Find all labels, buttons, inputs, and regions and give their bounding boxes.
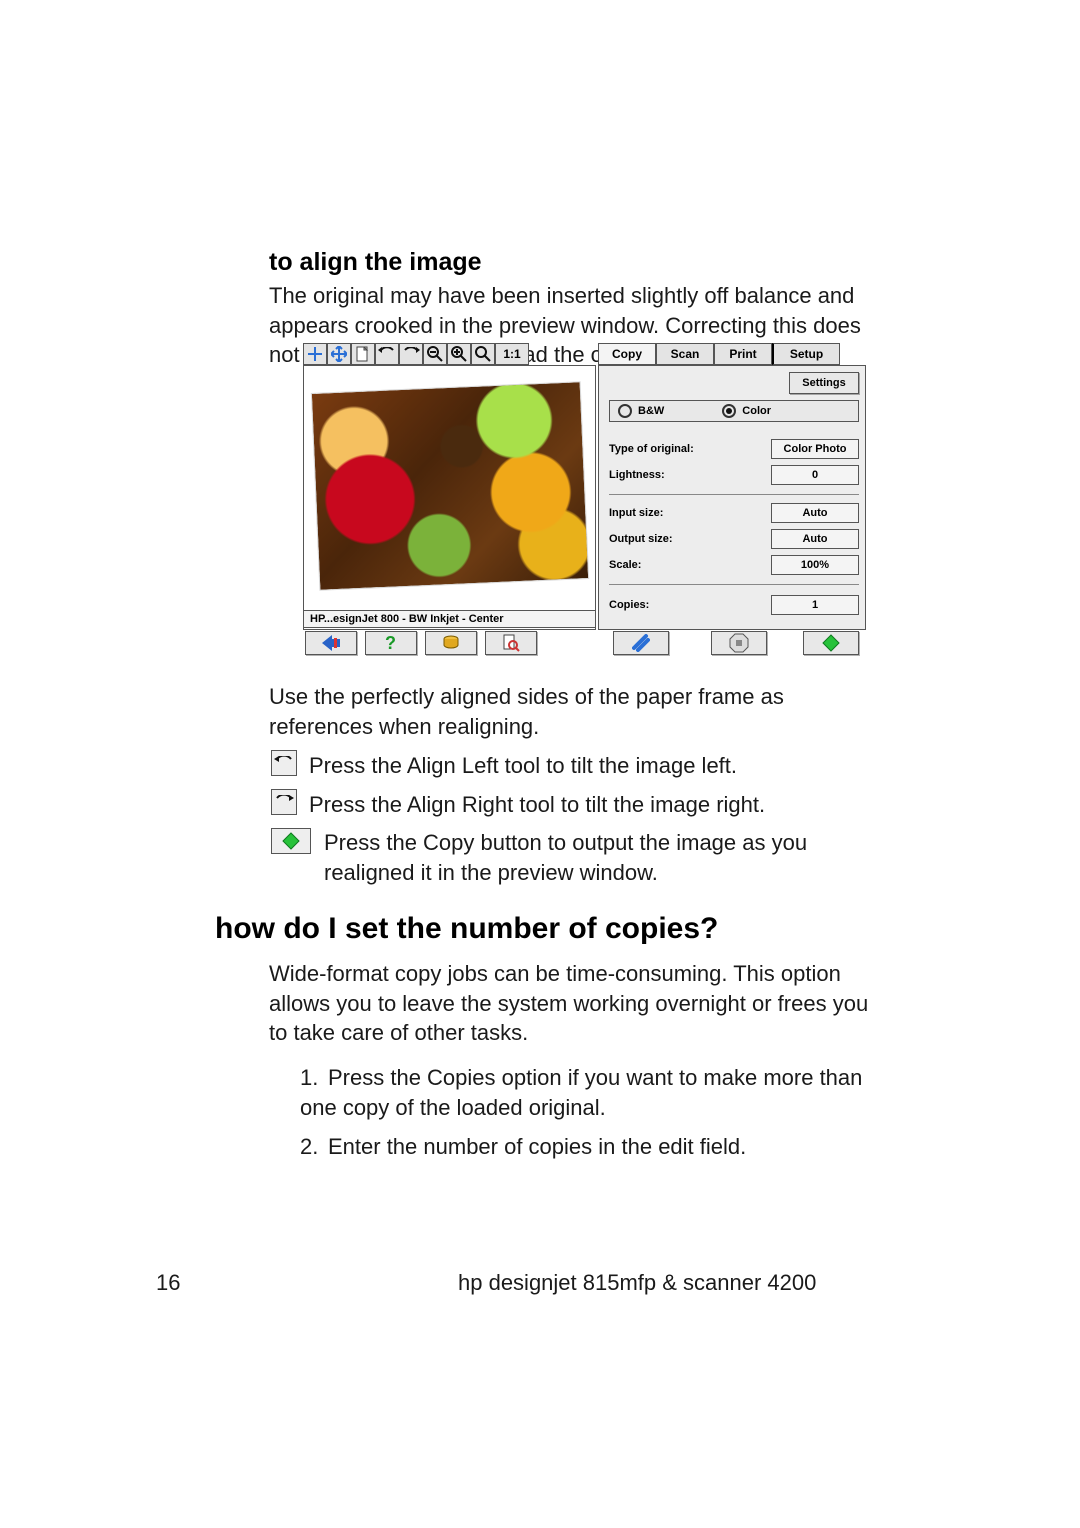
radio-bw-label: B&W — [638, 405, 664, 417]
back-button[interactable] — [305, 631, 357, 655]
radio-bw[interactable] — [618, 404, 632, 418]
row-type-value[interactable]: Color Photo — [771, 439, 859, 459]
radio-color-label: Color — [742, 405, 771, 417]
row-lightness-label: Lightness: — [609, 469, 771, 481]
svg-text:?: ? — [385, 633, 396, 653]
row-input-label: Input size: — [609, 507, 771, 519]
heading-to-align: to align the image — [269, 248, 482, 277]
tab-copy[interactable]: Copy — [598, 343, 656, 365]
row-copies-value[interactable]: 1 — [771, 595, 859, 615]
settings-button[interactable]: Settings — [789, 372, 859, 394]
step-align-right: Press the Align Right tool to tilt the i… — [309, 790, 864, 820]
zoom-1to1-button[interactable]: 1:1 — [495, 343, 529, 365]
preview-image — [312, 382, 588, 590]
align-left-icon[interactable] — [375, 343, 399, 365]
preview-pane — [303, 365, 596, 630]
align-right-step-icon — [271, 789, 297, 815]
row-output-value[interactable]: Auto — [771, 529, 859, 549]
zoom-full-icon[interactable] — [471, 343, 495, 365]
tab-print[interactable]: Print — [714, 343, 772, 365]
tab-setup[interactable]: Setup — [772, 343, 840, 365]
copy-step-icon — [271, 828, 311, 854]
scanner-ui-screenshot: 1:1 Copy Scan Print Setup Settings B&W C… — [303, 343, 866, 656]
row-scale-label: Scale: — [609, 559, 771, 571]
row-lightness-value[interactable]: 0 — [771, 465, 859, 485]
para-use-sides: Use the perfectly aligned sides of the p… — [269, 682, 869, 741]
align-left-step-icon — [271, 750, 297, 776]
para-copies: Wide-format copy jobs can be time-consum… — [269, 959, 874, 1048]
color-mode-row: B&W Color — [609, 400, 859, 422]
step-copy: Press the Copy button to output the imag… — [324, 828, 864, 887]
page-number: 16 — [156, 1270, 180, 1296]
help-button[interactable]: ? — [365, 631, 417, 655]
row-copies-label: Copies: — [609, 599, 771, 611]
row-scale-value[interactable]: 100% — [771, 555, 859, 575]
footer-text: hp designjet 815mfp & scanner 4200 — [458, 1270, 816, 1296]
list-num-1: 1. — [300, 1063, 328, 1093]
move-tool-2-icon[interactable] — [327, 343, 351, 365]
page-icon[interactable] — [351, 343, 375, 365]
scan-button[interactable] — [613, 631, 669, 655]
zoom-out-icon[interactable] — [423, 343, 447, 365]
list-item-2: 2.Enter the number of copies in the edit… — [300, 1132, 870, 1162]
move-tool-1-icon[interactable] — [303, 343, 327, 365]
row-output-label: Output size: — [609, 533, 771, 545]
settings-panel: Settings B&W Color Type of original: Col… — [598, 365, 866, 630]
page-zoom-button[interactable] — [485, 631, 537, 655]
stop-button[interactable] — [711, 631, 767, 655]
tab-scan[interactable]: Scan — [656, 343, 714, 365]
heading-copies: how do I set the number of copies? — [215, 912, 718, 946]
row-type-label: Type of original: — [609, 443, 771, 455]
list-num-2: 2. — [300, 1132, 328, 1162]
list-item-2-text: Enter the number of copies in the edit f… — [328, 1134, 746, 1159]
copy-button[interactable] — [803, 631, 859, 655]
printer-status: HP...esignJet 800 - BW Inkjet - Center — [303, 610, 596, 628]
radio-color[interactable] — [722, 404, 736, 418]
zoom-in-icon[interactable] — [447, 343, 471, 365]
list-item-1: 1.Press the Copies option if you want to… — [300, 1063, 870, 1122]
disk-button[interactable] — [425, 631, 477, 655]
list-item-1-text: Press the Copies option if you want to m… — [300, 1065, 862, 1120]
row-input-value[interactable]: Auto — [771, 503, 859, 523]
align-right-icon[interactable] — [399, 343, 423, 365]
step-align-left: Press the Align Left tool to tilt the im… — [309, 751, 864, 781]
